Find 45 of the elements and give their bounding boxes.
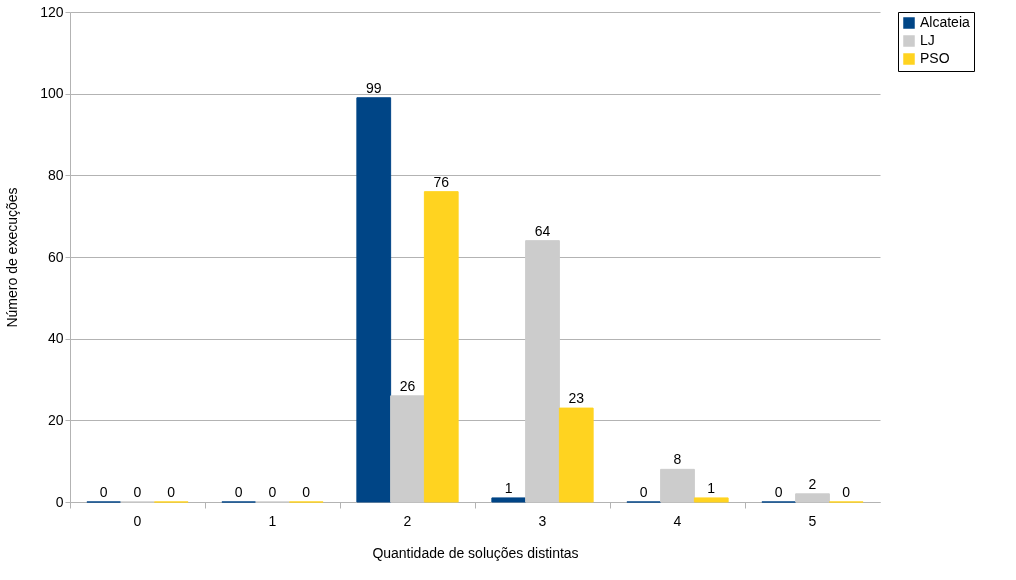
bar [525, 240, 560, 503]
bar [390, 395, 425, 503]
x-tick-label: 5 [808, 512, 817, 529]
bar [356, 97, 392, 503]
y-tick-label: 0 [55, 493, 64, 510]
x-tick-label: 0 [133, 512, 142, 529]
data-label: 64 [534, 222, 551, 239]
data-label: 0 [842, 484, 851, 500]
data-label: 99 [365, 79, 382, 96]
legend-label: PSO [920, 50, 950, 66]
bar [660, 468, 695, 503]
y-tick-label: 80 [47, 166, 64, 183]
bar [795, 493, 830, 503]
data-label: 26 [399, 377, 416, 394]
data-label: 0 [774, 484, 783, 500]
x-tick-label: 3 [538, 512, 547, 529]
y-tick-label: 100 [40, 85, 64, 102]
bar [558, 407, 594, 503]
data-label: 8 [673, 451, 682, 468]
data-label: 0 [234, 484, 243, 500]
y-axis-title: Número de execuções [4, 187, 21, 328]
y-tick-label: 60 [47, 248, 64, 265]
y-tick-label: 40 [47, 330, 64, 347]
legend-label: Alcateia [920, 14, 971, 30]
data-label: 0 [302, 484, 311, 500]
x-tick-label: 2 [403, 512, 412, 529]
y-tick-label: 120 [40, 3, 64, 20]
legend-label: LJ [920, 32, 935, 48]
bar [693, 497, 729, 503]
x-tick-label: 4 [673, 512, 682, 529]
data-label: 76 [433, 173, 450, 190]
bar [423, 191, 459, 503]
bar [491, 497, 527, 503]
data-label: 0 [268, 484, 277, 500]
data-label: 0 [99, 484, 108, 500]
data-label: 1 [504, 479, 513, 496]
data-label: 1 [707, 479, 716, 496]
x-tick-label: 1 [268, 512, 277, 529]
data-label: 0 [133, 484, 142, 500]
data-label: 0 [639, 484, 648, 500]
data-label: 23 [568, 390, 585, 407]
data-label: 2 [808, 475, 817, 492]
y-tick-label: 20 [47, 411, 64, 428]
data-label: 0 [167, 484, 176, 500]
x-axis-title: Quantidade de soluções distintas [372, 544, 579, 561]
